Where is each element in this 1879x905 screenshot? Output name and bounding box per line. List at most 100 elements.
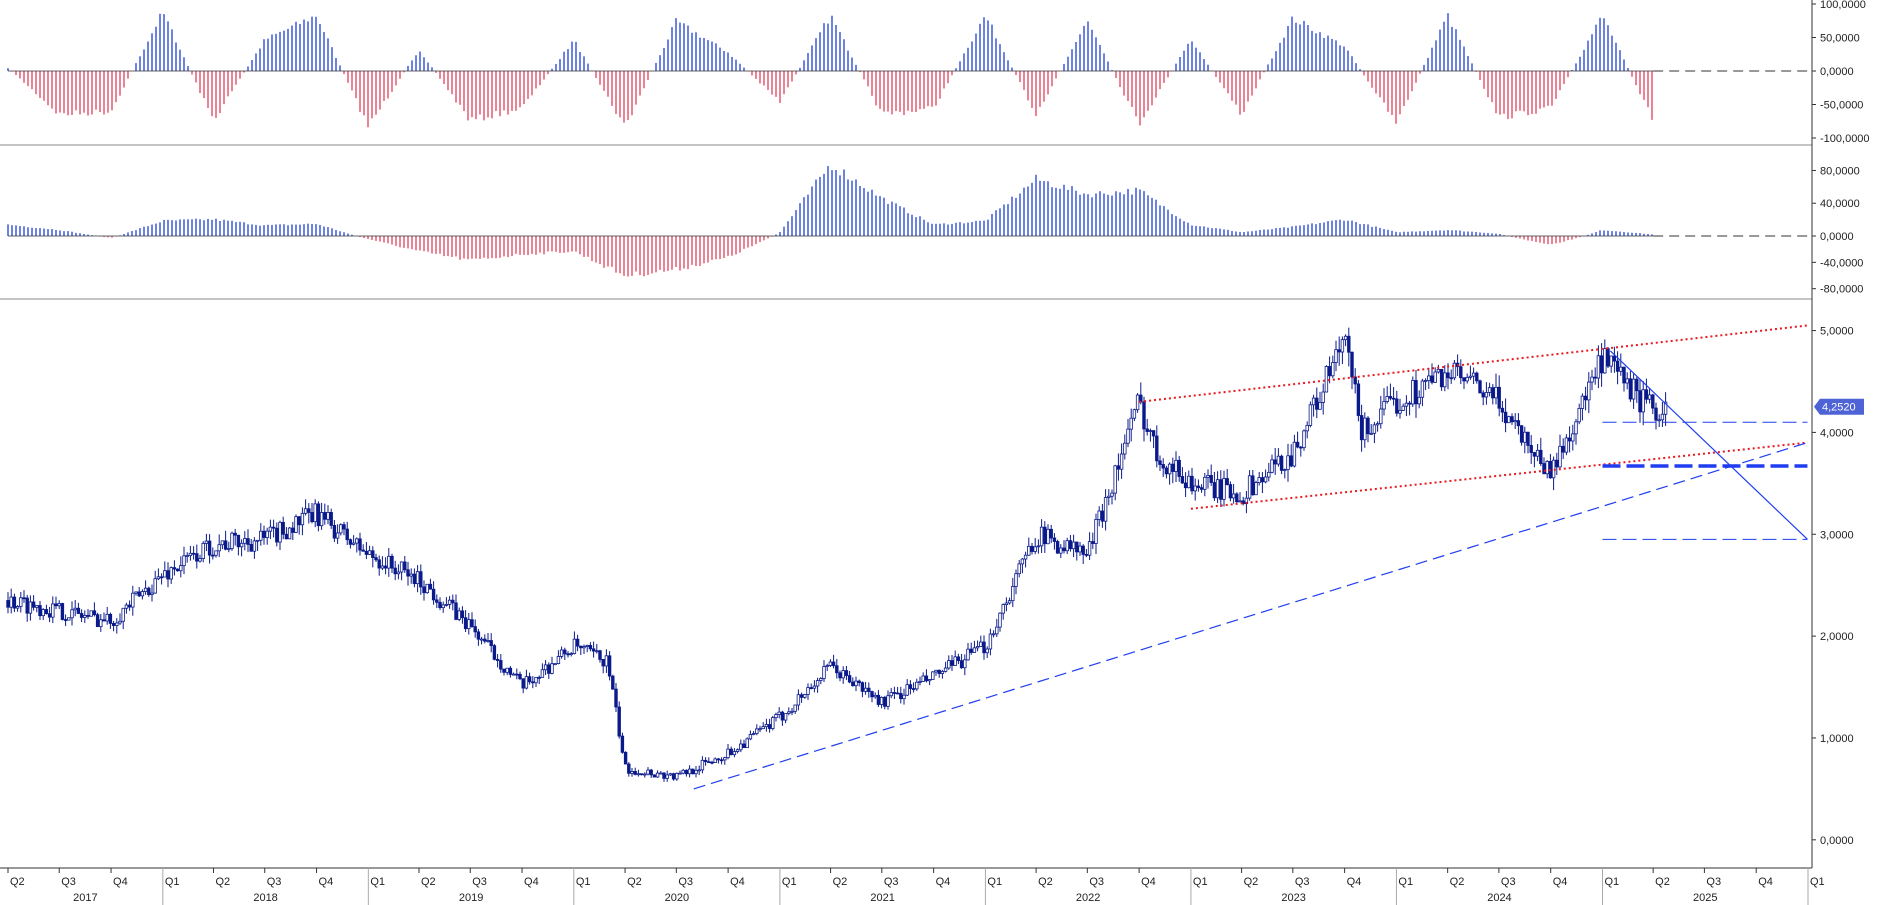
candle-body [1100, 510, 1105, 522]
quarter-label: Q4 [730, 876, 745, 888]
candle-body [499, 660, 503, 670]
candle-body [1206, 475, 1210, 478]
candle-body [454, 602, 458, 620]
candle [652, 774, 657, 778]
candle [1347, 327, 1351, 367]
candle [1305, 421, 1309, 439]
candle [687, 765, 692, 778]
candle [1516, 413, 1521, 435]
candle [655, 770, 660, 778]
candle-body [313, 503, 317, 523]
candle [799, 692, 804, 703]
candle [828, 659, 833, 667]
candle [1631, 373, 1636, 409]
candle [147, 586, 151, 597]
candle-body [1260, 477, 1265, 483]
candle [755, 724, 759, 736]
candle [1039, 519, 1044, 554]
candle-body [1151, 430, 1156, 437]
candle [217, 534, 221, 558]
candle-body [675, 772, 679, 780]
year-label: 2023 [1281, 892, 1305, 904]
candle [1590, 369, 1594, 391]
candle [1500, 400, 1505, 422]
candle [364, 542, 369, 560]
candle-body [1055, 541, 1060, 554]
candle-body [633, 771, 637, 775]
quarter-label: Q3 [1295, 876, 1310, 888]
candle-body [207, 540, 212, 556]
candle [991, 630, 996, 638]
candle-body [527, 676, 532, 683]
candle-body [1612, 355, 1617, 362]
candle-body [435, 599, 439, 603]
candle [1507, 415, 1511, 424]
x-axis: Q2 Q3 Q4 Q1 Q2 Q3 Q4 Q1 Q2 Q3 Q4 Q1 Q2 Q3 Q4 Q1 Q2 Q3 Q4 Q1… [0, 867, 1825, 905]
candle [121, 607, 125, 630]
candle-body [963, 659, 967, 669]
candle [1055, 539, 1060, 554]
candle [425, 583, 429, 594]
candle-body [307, 508, 311, 513]
candle [521, 678, 525, 694]
candle-body [1379, 408, 1383, 425]
candle-body [828, 661, 833, 666]
candle-body [1491, 387, 1495, 399]
candle [1395, 390, 1399, 417]
candle-body [134, 591, 138, 594]
candle [1167, 462, 1172, 485]
candle [979, 635, 983, 647]
candle [1423, 378, 1428, 391]
candle [1564, 434, 1569, 456]
candle-body [1276, 455, 1281, 465]
quarter-label: Q3 [678, 876, 693, 888]
candle [742, 739, 746, 749]
candle [1151, 430, 1156, 449]
candle-body [678, 772, 682, 775]
year-label: 2025 [1693, 892, 1717, 904]
candle [1439, 368, 1444, 391]
candle-body [188, 552, 193, 556]
candle [220, 540, 225, 550]
candle [953, 650, 957, 666]
candle [201, 541, 205, 563]
candle-body [863, 687, 868, 692]
candle [691, 768, 695, 775]
candle [28, 595, 33, 621]
candle [1091, 532, 1095, 549]
candle-body [1023, 554, 1028, 560]
candle-body [601, 659, 605, 667]
candle [185, 552, 189, 563]
candle-body [1615, 360, 1620, 372]
candle [195, 544, 199, 569]
candle-body [1292, 441, 1297, 467]
candle-body [537, 676, 541, 679]
candle [44, 604, 49, 615]
candle [1388, 383, 1393, 401]
candle-body [259, 530, 263, 541]
candle-body [611, 675, 615, 690]
candle [1020, 558, 1025, 574]
candle-body [278, 521, 282, 543]
candle [1583, 386, 1588, 411]
y-tick-label: 1,0000 [1820, 733, 1854, 745]
candle [1209, 464, 1213, 486]
candle [1491, 384, 1495, 405]
candle [515, 668, 519, 680]
candle-body [1174, 459, 1178, 472]
candle-body [908, 684, 913, 689]
candle-body [617, 706, 621, 737]
candle-body [543, 664, 548, 671]
candle-body [175, 568, 180, 572]
candle-body [547, 664, 551, 674]
candle-body [956, 656, 961, 662]
candle [931, 671, 935, 680]
year-label: 2019 [459, 892, 483, 904]
candle [358, 532, 362, 556]
y-tick-label: -80,0000 [1820, 284, 1863, 296]
quarter-label: Q2 [216, 876, 231, 888]
candle-body [1171, 463, 1175, 472]
candle [793, 704, 797, 714]
candle [1289, 444, 1293, 468]
candle [355, 537, 359, 553]
